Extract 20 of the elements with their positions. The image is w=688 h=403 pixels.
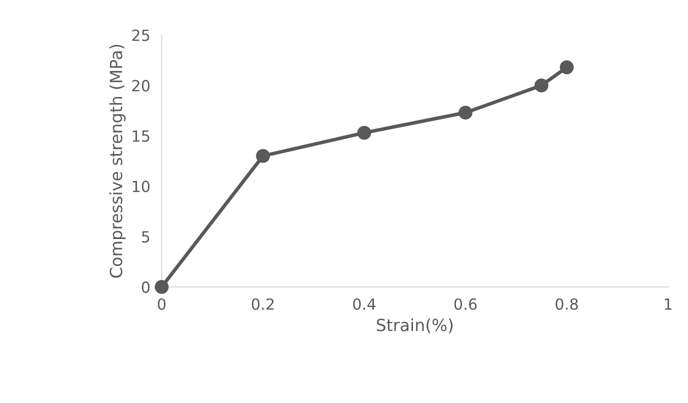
x-tick-label: 0.2 <box>252 298 274 310</box>
y-tick-label: 15 <box>132 130 150 142</box>
point <box>154 280 169 294</box>
point <box>534 78 548 92</box>
y-tick-label: 10 <box>132 180 150 192</box>
y-axis-title: Compressive strength (MPa) <box>109 44 126 278</box>
y-tick-label: 0 <box>142 281 150 293</box>
y-tick-label: 20 <box>132 80 150 92</box>
x-axis-title: Strain(%) <box>376 318 453 334</box>
x-tick-label: 0.6 <box>454 298 477 310</box>
point <box>458 106 472 120</box>
point <box>256 149 270 163</box>
x-tick-label: 0.8 <box>556 298 578 310</box>
point <box>357 126 372 140</box>
y-tick-label: 5 <box>142 231 150 243</box>
x-tick-label: 1 <box>664 298 672 310</box>
y-tick-label: 25 <box>132 30 150 42</box>
x-tick-label: 0 <box>158 298 166 310</box>
point <box>560 60 574 74</box>
x-tick-label: 0.4 <box>353 298 376 310</box>
